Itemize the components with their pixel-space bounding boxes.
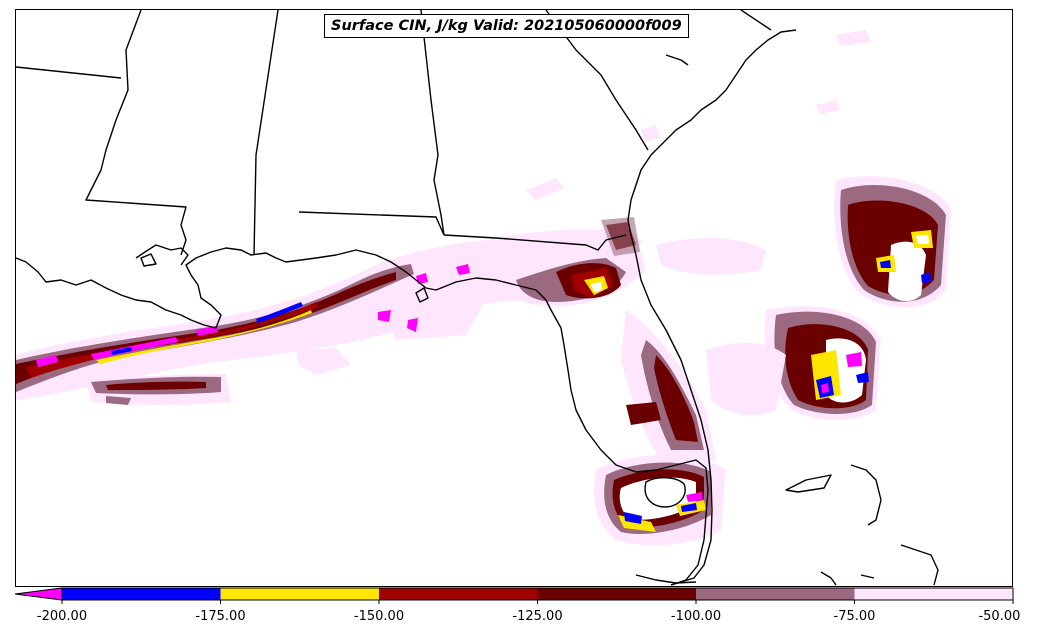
bahamas-5 [860, 574, 875, 579]
border-ar-la [16, 66, 122, 79]
cin-atl-north-white-2 [916, 235, 929, 244]
colorbar-bin-4 [696, 588, 855, 600]
lake-okeechobee [644, 477, 686, 508]
cin-atl-north-blue-2 [921, 272, 931, 283]
bahamas-3 [900, 544, 939, 586]
cin-patch-gulf-b-mag [378, 310, 391, 322]
border-sc-nc [740, 10, 772, 31]
cin-patch-gulf-b-mag2 [407, 318, 418, 332]
cin-bigbend-white [591, 282, 602, 292]
florida-keys [635, 574, 697, 584]
cin-atl-haze-3 [526, 178, 564, 200]
cin-south-fl-blue-2 [681, 503, 697, 512]
colorbar-tick-label-2: -150.00 [353, 609, 405, 624]
cin-gulf-strip-3 [106, 396, 131, 405]
bahamas-2 [850, 464, 882, 526]
border-ms-al [253, 10, 279, 256]
cin-atl-south-magenta-2 [846, 352, 862, 367]
map-title: Surface CIN, J/kg Valid: 202105060000f00… [324, 14, 689, 38]
cin-atl-haze-1 [656, 238, 766, 275]
cin-east-coast-darkred [654, 355, 698, 442]
coastline-la-delta [135, 244, 189, 266]
coast-outer-banks [665, 54, 689, 66]
cin-patch-gulf-c-mag [416, 273, 428, 284]
colorbar-tick-label-0: -200.00 [36, 609, 88, 624]
colorbar-ticks [61, 600, 1014, 604]
cin-south-fl-interior [619, 477, 696, 520]
cin-gulf-band-magenta-3 [196, 326, 218, 336]
colorbar-bins [14, 587, 1014, 601]
colorbar-tick-label-1: -175.00 [195, 609, 246, 624]
colorbar-bin-1 [220, 588, 379, 600]
island-1 [415, 287, 429, 303]
border-al-ga [420, 10, 445, 236]
colorbar-tick-label-3: -125.00 [512, 609, 563, 624]
cin-patch-gulf-b [376, 280, 486, 340]
cin-patch-gulf-a [296, 348, 351, 375]
cin-atl-north-blue [880, 260, 891, 268]
cin-atl-haze-2 [706, 343, 786, 416]
cin-gulf-band-light [16, 232, 641, 400]
cin-atl-south-blue-2 [856, 372, 869, 383]
coastline-fl-east [627, 29, 797, 586]
cin-south-fl-magenta [686, 492, 703, 502]
bahamas-4 [820, 571, 837, 586]
colorbar-bin-2 [379, 588, 538, 600]
cin-gulf-strip-2-inner [106, 381, 206, 390]
border-ms-la [85, 10, 187, 256]
cin-atl-south-magenta [821, 383, 829, 393]
cin-atl-north-interior [888, 241, 926, 302]
bahamas-1 [785, 474, 832, 493]
colorbar-bin-0 [62, 588, 221, 600]
cin-patch-gulf-d [456, 264, 470, 275]
border-ga-fl [443, 234, 627, 251]
cin-atl-haze-5 [816, 100, 840, 114]
colorbar-tick-label-4: -100.00 [670, 609, 722, 624]
cin-east-coast-darkred-2 [626, 402, 661, 425]
cin-south-fl-blue [624, 512, 642, 524]
cin-atl-haze-6 [641, 125, 661, 142]
cin-gulf-band-yellow [96, 310, 312, 364]
map-frame [15, 9, 1013, 587]
cin-atl-haze-4 [836, 30, 871, 46]
colorbar-tick-label-5: -75.00 [833, 609, 876, 624]
border-ga-sc [545, 10, 649, 151]
border-al-fl [298, 211, 445, 236]
colorbar-tick-label-6: -50.00 [978, 609, 1021, 624]
colorbar-bin-3 [537, 588, 696, 600]
cin-gulf-band-magenta-2 [36, 355, 58, 367]
map-canvas [16, 10, 951, 586]
colorbar-extend-min [14, 587, 63, 601]
boundaries [16, 10, 939, 586]
cin-gulf-band-blue [256, 302, 303, 323]
coastline-gulf [16, 247, 709, 586]
cin-gulf-band-blue-2 [111, 347, 132, 355]
island-2 [140, 253, 157, 267]
colorbar-bin-5 [854, 588, 1013, 600]
